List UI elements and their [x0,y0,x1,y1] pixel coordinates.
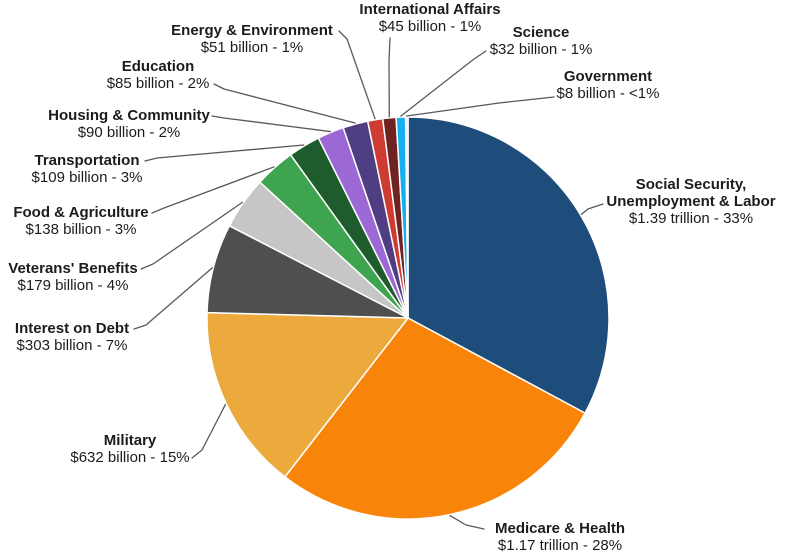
leader-line-government [406,96,555,117]
leader-line-medicare-health [449,514,485,530]
slice-value: $632 billion - 15% [70,449,190,466]
label-energy-environment: Energy & Environment $51 billion - 1% [171,22,333,56]
slice-value: $303 billion - 7% [16,337,128,354]
slice-name: Science [512,24,570,41]
slice-value: $1.39 trillion - 33% [628,210,754,227]
leader-line-science [400,50,487,117]
label-transportation: Transportation $109 billion - 3% [32,152,143,186]
slice-name: Veterans' Benefits [8,260,138,277]
leader-line-education [213,83,356,124]
slice-name: Government [563,68,653,85]
slice-value: $179 billion - 4% [17,277,129,294]
slice-name: Interest on Debt [14,320,130,337]
leader-line-military [191,403,227,459]
label-veterans-benefits: Veterans' Benefits $179 billion - 4% [8,260,137,294]
label-international-affairs: International Affairs $45 billion - 1% [359,1,500,35]
label-interest-on-debt: Interest on Debt $303 billion - 7% [15,320,129,354]
leader-line-food-agriculture [151,166,275,214]
slice-value: $85 billion - 2% [106,75,210,92]
pie-slice-social-security-unemployment-labor [407,116,610,414]
label-science: Science $32 billion - 1% [490,24,593,58]
slice-name: Transportation [34,152,140,169]
slice-name: Military [103,432,157,449]
slice-name: Energy & Environment [171,22,333,39]
slice-value: $138 billion - 3% [25,221,137,238]
slice-value: $45 billion - 1% [378,18,482,35]
slice-name: Medicare & Health [494,520,626,537]
label-education: Education $85 billion - 2% [107,58,210,92]
slice-name: Education [121,58,195,75]
leader-line-international-affairs [388,37,391,118]
slice-name: Social Security, Unemployment & Labor [606,176,776,210]
label-food-agriculture: Food & Agriculture $138 billion - 3% [13,204,148,238]
slice-value: $90 billion - 2% [77,124,181,141]
slice-value: $32 billion - 1% [489,41,593,58]
leader-line-energy-environment [338,30,376,120]
label-military: Military $632 billion - 15% [70,432,189,466]
slice-name: International Affairs [359,1,501,18]
pie-slice-military [206,311,409,478]
label-social-security-unemployment-labor: Social Security, Unemployment & Labor $1… [601,176,781,227]
label-government: Government $8 billion - <1% [557,68,660,102]
slice-value: $1.17 trillion - 28% [497,537,623,554]
slice-value: $8 billion - <1% [556,85,660,102]
pie-slice-medicare-health [284,317,586,520]
slice-value: $51 billion - 1% [200,39,304,56]
slice-name: Food & Agriculture [13,204,149,221]
slice-value: $109 billion - 3% [31,169,143,186]
leader-line-social-security-unemployment-labor [580,203,604,215]
pie-slice-government [404,116,409,319]
slice-name: Housing & Community [48,107,210,124]
label-medicare-health: Medicare & Health $1.17 trillion - 28% [495,520,625,554]
label-housing-community: Housing & Community $90 billion - 2% [48,107,210,141]
leader-line-transportation [144,144,305,162]
leader-line-interest-on-debt [133,267,214,330]
leader-line-veterans-benefits [140,201,244,270]
leader-line-housing-community [211,115,331,133]
